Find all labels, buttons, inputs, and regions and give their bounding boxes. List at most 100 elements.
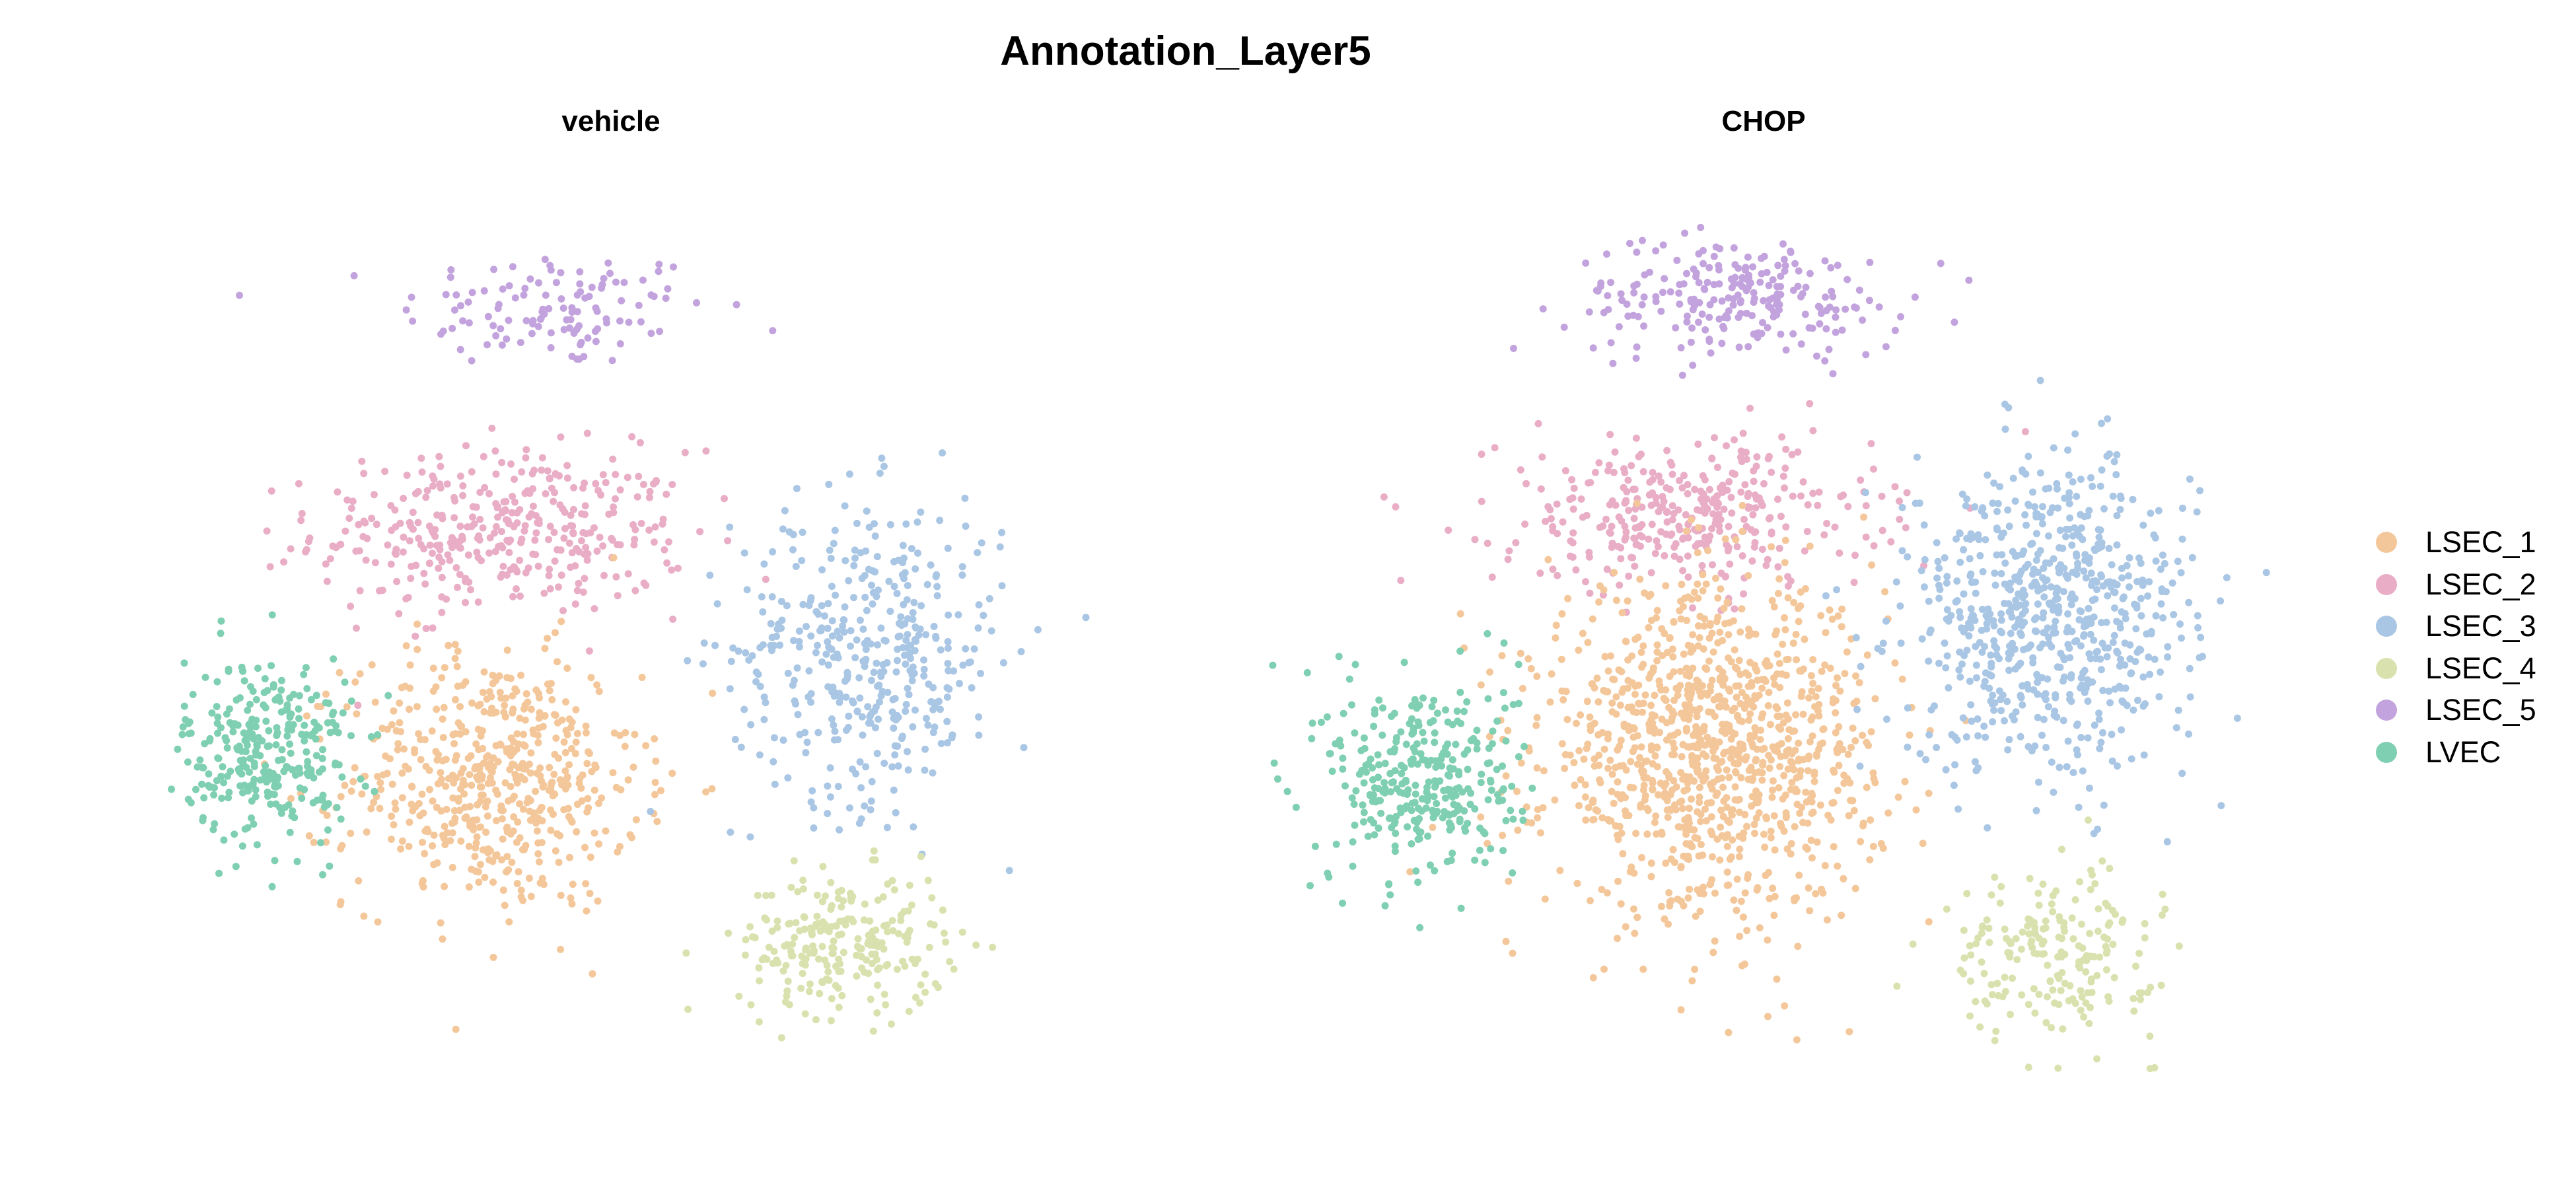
point-lsec-3	[2075, 803, 2083, 811]
point-lsec-1	[1750, 820, 1758, 828]
point-lsec-1	[477, 774, 485, 782]
point-lsec-1	[1852, 672, 1859, 680]
point-lsec-3	[975, 601, 983, 609]
point-lsec-5	[1862, 351, 1870, 359]
point-lsec-3	[2145, 578, 2153, 586]
point-lsec-5	[1692, 273, 1699, 281]
point-lsec-3	[1925, 597, 1933, 605]
point-lsec-3	[1971, 503, 1979, 511]
point-lvec	[1501, 704, 1509, 712]
point-lsec-3	[746, 833, 754, 841]
point-lsec-2	[438, 593, 446, 601]
point-lsec-1	[1768, 793, 1776, 801]
point-lsec-5	[520, 291, 528, 299]
point-lsec-1	[1707, 813, 1715, 821]
point-lsec-5	[236, 291, 243, 299]
point-lsec-3	[760, 715, 768, 723]
point-lsec-4	[1967, 951, 1975, 959]
point-lvec	[1378, 731, 1386, 739]
point-lsec-3	[890, 724, 898, 732]
point-lsec-1	[413, 645, 421, 653]
point-lsec-3	[2032, 509, 2040, 517]
point-lsec-1	[429, 797, 437, 805]
point-lsec-1	[552, 629, 559, 637]
point-lsec-2	[1582, 578, 1589, 586]
point-lsec-5	[1699, 246, 1707, 254]
point-lvec	[286, 740, 293, 748]
point-lsec-4	[2031, 1009, 2039, 1017]
point-lsec-4	[2087, 886, 2094, 894]
point-lsec-2	[581, 502, 589, 510]
point-lsec-3	[2067, 600, 2075, 608]
point-lsec-2	[446, 556, 454, 564]
point-lsec-4	[871, 856, 879, 864]
point-lsec-3	[2137, 594, 2145, 602]
point-lsec-4	[2001, 974, 2009, 981]
point-lsec-1	[1674, 823, 1682, 831]
point-lsec-1	[1709, 949, 1717, 956]
point-lsec-5	[618, 297, 626, 305]
point-lvec	[292, 772, 299, 779]
point-lsec-1	[1709, 737, 1717, 744]
point-lsec-5	[1750, 299, 1758, 306]
point-lsec-1	[479, 688, 487, 696]
point-lsec-2	[1595, 459, 1603, 467]
point-lsec-1	[408, 801, 415, 809]
point-lsec-2	[1809, 489, 1817, 497]
point-lsec-3	[1976, 639, 1984, 647]
point-lvec	[271, 857, 279, 865]
point-lsec-4	[813, 912, 821, 920]
point-lsec-1	[1816, 801, 1824, 809]
point-lsec-1	[511, 793, 518, 800]
point-lsec-5	[1821, 257, 1829, 265]
point-lsec-3	[932, 633, 939, 640]
point-lsec-3	[1904, 743, 1912, 751]
point-lsec-4	[2039, 881, 2047, 888]
point-lsec-1	[1821, 661, 1829, 669]
point-lsec-3	[831, 727, 839, 735]
point-lsec-1	[709, 690, 717, 697]
point-lsec-3	[834, 783, 842, 791]
point-lsec-1	[1743, 927, 1751, 935]
point-lsec-1	[1867, 816, 1875, 824]
point-lsec-2	[1625, 572, 1633, 580]
point-lsec-1	[1598, 814, 1606, 822]
point-lsec-2	[1632, 434, 1640, 442]
point-lvec	[307, 769, 315, 777]
point-lsec-5	[509, 263, 517, 271]
point-lsec-3	[824, 624, 832, 632]
point-lsec-4	[2157, 982, 2165, 990]
point-lsec-5	[1615, 323, 1623, 331]
point-lsec-3	[2046, 509, 2054, 517]
point-lsec-4	[755, 1018, 763, 1026]
point-lsec-5	[1729, 301, 1737, 309]
point-lsec-1	[595, 840, 602, 848]
legend-swatch-lsec-4	[2376, 658, 2397, 679]
point-lvec	[1457, 904, 1465, 912]
point-lsec-3	[2062, 571, 2070, 579]
point-lvec	[1452, 740, 1460, 748]
point-lsec-1	[532, 787, 540, 795]
point-lsec-1	[1750, 703, 1758, 711]
point-lsec-1	[495, 672, 503, 680]
point-lsec-1	[557, 945, 565, 953]
point-lsec-1	[1838, 605, 1846, 613]
point-lsec-3	[2118, 697, 2126, 705]
point-lvec	[1485, 759, 1493, 767]
point-lsec-1	[1559, 696, 1567, 703]
point-lsec-5	[1683, 318, 1691, 326]
point-lsec-1	[1845, 1028, 1853, 1036]
point-lsec-4	[2009, 974, 2016, 982]
point-lsec-4	[2094, 927, 2102, 935]
point-lvec	[1412, 867, 1420, 875]
point-lvec	[272, 783, 280, 791]
point-lsec-3	[962, 522, 970, 530]
point-lsec-4	[2137, 995, 2144, 1003]
point-lsec-3	[776, 641, 783, 649]
point-lsec-1	[498, 815, 506, 823]
point-lsec-3	[2038, 674, 2046, 682]
point-lsec-2	[1749, 511, 1757, 519]
point-lsec-2	[1663, 518, 1671, 526]
point-lvec	[1386, 770, 1394, 777]
point-lsec-3	[2217, 597, 2225, 605]
